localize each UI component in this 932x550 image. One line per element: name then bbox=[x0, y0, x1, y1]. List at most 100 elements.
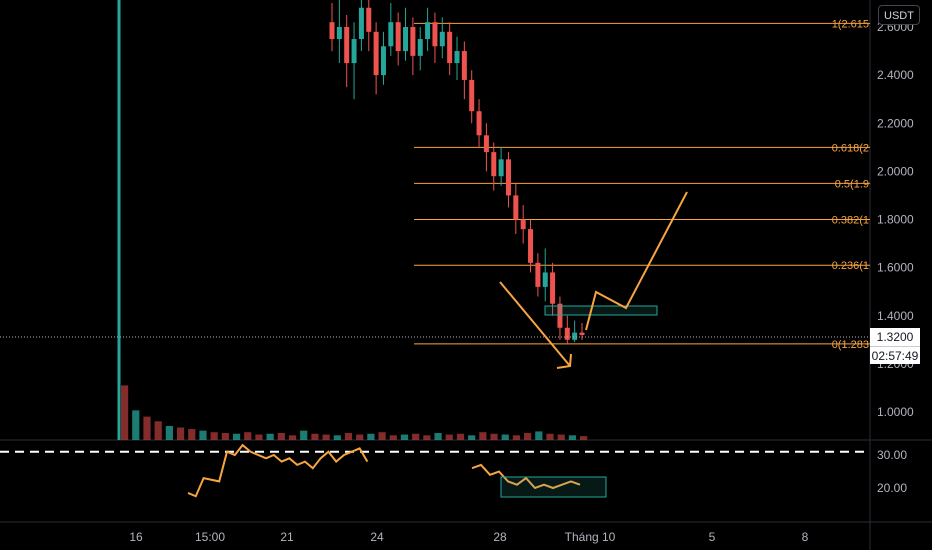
down-arrow-drawing[interactable] bbox=[499, 281, 571, 367]
candle-body bbox=[572, 332, 578, 340]
volume-bar bbox=[266, 433, 274, 440]
candle-body bbox=[425, 22, 431, 40]
volume-bar bbox=[221, 432, 229, 440]
volume-bar bbox=[244, 432, 252, 440]
candle-body bbox=[520, 219, 526, 230]
candle-body bbox=[410, 27, 416, 56]
volume-bar bbox=[188, 429, 196, 440]
volume-bar bbox=[580, 436, 588, 440]
volume-bar bbox=[412, 433, 420, 440]
projection-path-drawing[interactable] bbox=[585, 191, 688, 331]
volume-bar bbox=[501, 434, 509, 440]
price-tick-label: 2.2000 bbox=[877, 116, 914, 130]
candle-body bbox=[483, 135, 489, 153]
candle-body bbox=[417, 39, 423, 56]
fib-level-label: 0(1.283 bbox=[832, 339, 869, 351]
volume-bar bbox=[288, 435, 297, 440]
volume-bar bbox=[423, 435, 431, 440]
indicator-zone-box[interactable] bbox=[500, 476, 607, 498]
volume-bar bbox=[143, 416, 151, 440]
volume-bar bbox=[121, 385, 129, 440]
candle-body bbox=[476, 111, 482, 136]
time-tick-label: 8 bbox=[802, 530, 809, 544]
volume-bar bbox=[154, 421, 162, 440]
volume-bar bbox=[356, 434, 364, 440]
candle-body bbox=[344, 27, 350, 64]
candle-body bbox=[491, 152, 497, 177]
candle-body bbox=[579, 332, 585, 335]
indicator-line bbox=[187, 443, 369, 498]
candle-body bbox=[380, 46, 386, 76]
candle-body bbox=[454, 51, 460, 64]
volume-bar bbox=[490, 433, 498, 440]
time-tick-label: Tháng 10 bbox=[565, 530, 616, 544]
volume-bar bbox=[132, 410, 140, 440]
candle-body bbox=[432, 22, 438, 47]
volume-bar bbox=[311, 433, 319, 440]
time-tick-label: 24 bbox=[370, 530, 384, 544]
candle-body bbox=[329, 22, 335, 40]
indicator-tick-label: 30.00 bbox=[877, 448, 907, 462]
volume-bar bbox=[512, 435, 521, 440]
volume-bar bbox=[389, 435, 397, 440]
volume-bar bbox=[277, 432, 285, 440]
volume-bar bbox=[255, 434, 263, 440]
volume-bar bbox=[557, 434, 565, 440]
volume-bar bbox=[468, 435, 476, 440]
volume-bar bbox=[524, 432, 532, 440]
currency-button[interactable]: USDT bbox=[878, 5, 920, 25]
volume-bar bbox=[333, 435, 341, 440]
time-tick-label: 21 bbox=[280, 530, 294, 544]
resistance-zone-box[interactable] bbox=[544, 305, 658, 316]
indicator-line-recent bbox=[471, 463, 581, 490]
volume-bar bbox=[367, 433, 375, 440]
candle-body bbox=[395, 22, 401, 52]
candle-body bbox=[535, 262, 541, 287]
volume-bar bbox=[344, 432, 353, 440]
volume-bar bbox=[568, 435, 576, 440]
fib-level-label: 1(2.615 bbox=[832, 18, 869, 30]
volume-bar bbox=[210, 432, 218, 440]
fib-level-label: 0.618(2 bbox=[832, 142, 869, 154]
volume-bar bbox=[165, 425, 173, 440]
indicator-axis[interactable]: 30.00 20.00 bbox=[877, 448, 907, 495]
volume-bar bbox=[400, 434, 409, 440]
candle-body bbox=[358, 7, 364, 40]
indicator-tick-label: 20.00 bbox=[877, 481, 907, 495]
candle-body bbox=[403, 27, 409, 52]
time-tick-label: 16 bbox=[129, 530, 143, 544]
candle-body bbox=[447, 31, 453, 64]
volume-bar bbox=[176, 427, 185, 440]
volume-bars bbox=[121, 385, 588, 440]
candle-body bbox=[373, 31, 379, 76]
volume-bar bbox=[232, 433, 241, 440]
price-tick-label: 2.4000 bbox=[877, 68, 914, 82]
candle-body bbox=[564, 327, 570, 340]
fib-level-label: 0.382(1 bbox=[832, 215, 869, 227]
current-price-tag: 1.3200 bbox=[870, 328, 920, 346]
price-tick-label: 1.6000 bbox=[877, 261, 914, 275]
candle-body bbox=[498, 159, 504, 177]
volume-bar bbox=[445, 434, 453, 440]
candle-body bbox=[469, 79, 475, 112]
candle-body bbox=[388, 22, 394, 47]
candle-body bbox=[351, 39, 357, 64]
fib-level-label: 0.236(1 bbox=[832, 260, 869, 272]
price-tick-label: 2.0000 bbox=[877, 164, 914, 178]
volume-bar bbox=[546, 433, 554, 440]
fib-level-label: 0.5(1.9 bbox=[835, 178, 869, 190]
time-axis[interactable]: 16 15:00 21 24 28 Tháng 10 5 8 bbox=[129, 530, 808, 544]
candle-body bbox=[439, 31, 445, 47]
candle-body bbox=[557, 303, 563, 328]
time-tick-label: 15:00 bbox=[195, 530, 225, 544]
price-tick-label: 1.8000 bbox=[877, 213, 914, 227]
price-tick-label: 1.4000 bbox=[877, 309, 914, 323]
price-tick-label: 1.0000 bbox=[877, 405, 914, 419]
candle-body bbox=[366, 7, 372, 32]
volume-bar bbox=[434, 432, 442, 440]
candle-body bbox=[336, 27, 342, 40]
bar-countdown-tag: 02:57:49 bbox=[870, 346, 920, 364]
volume-bar bbox=[300, 430, 308, 440]
fibonacci-retracement[interactable]: 1(2.615 0.618(2 0.5(1.9 0.382(1 0.236(1 0(1.2… bbox=[414, 18, 870, 351]
